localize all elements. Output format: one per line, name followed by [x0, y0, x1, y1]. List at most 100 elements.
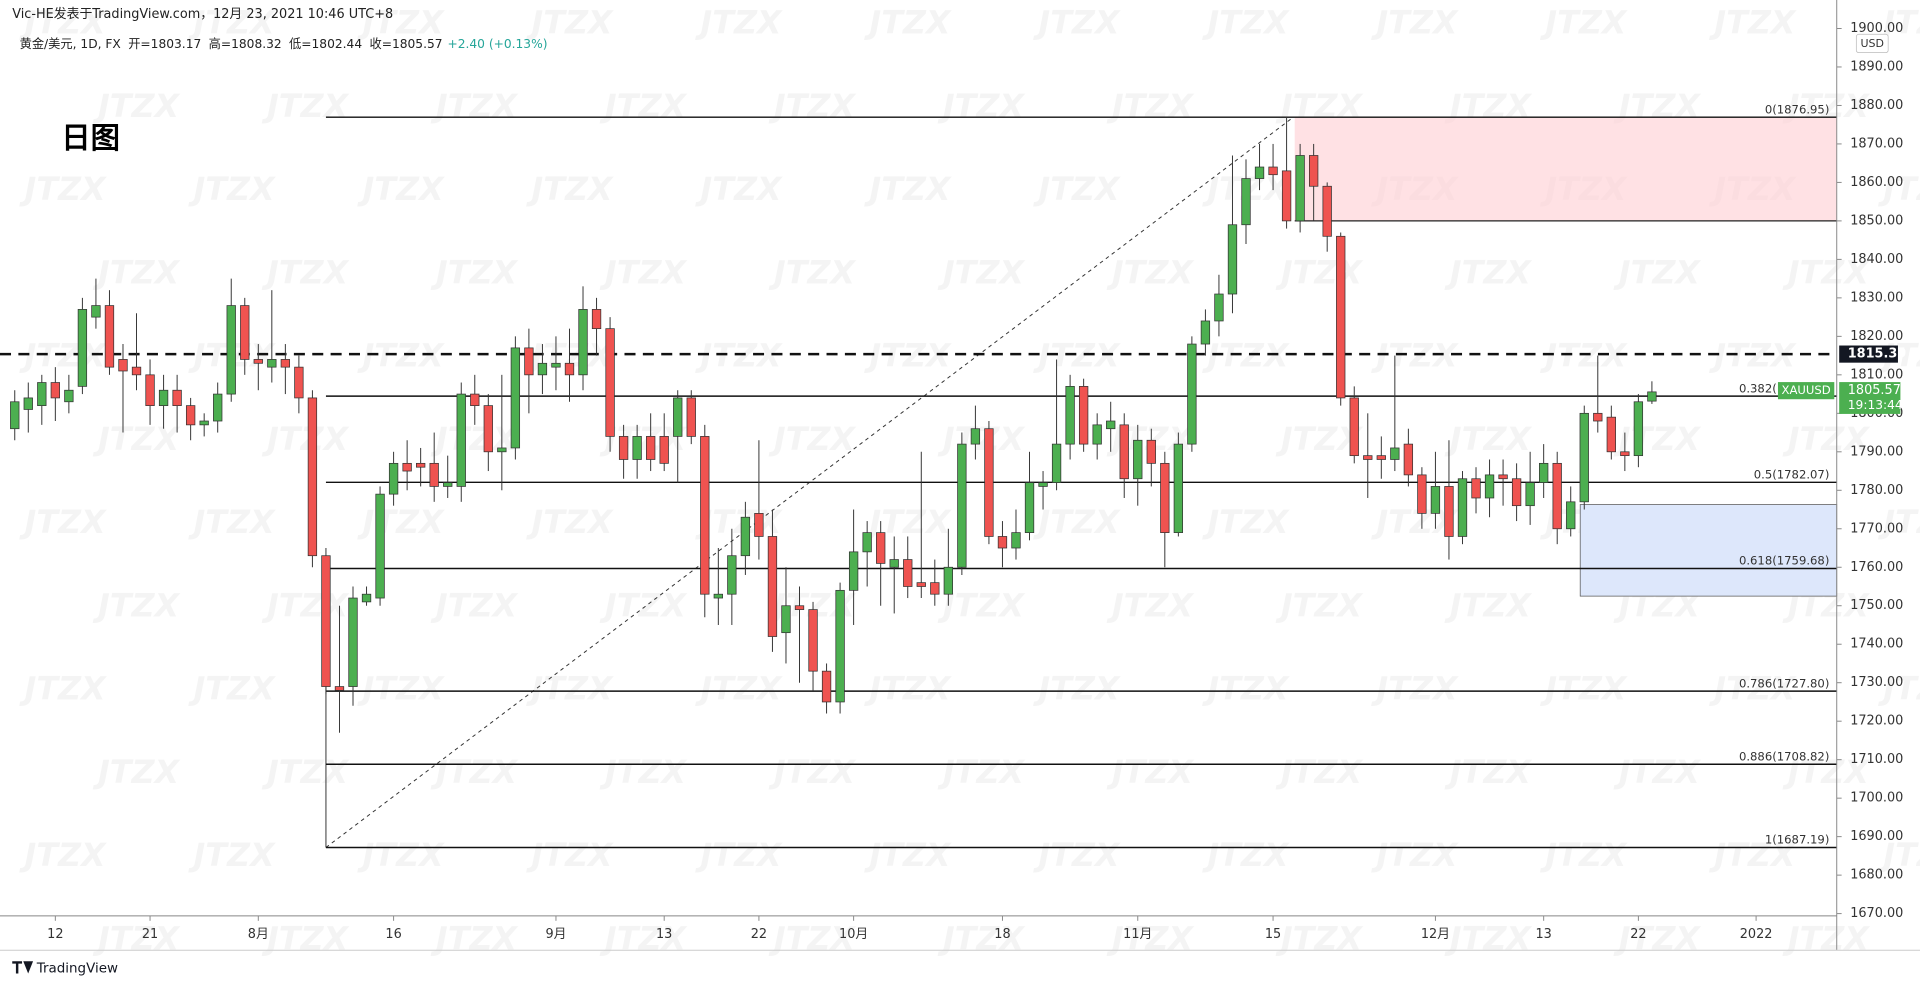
candle-body — [483, 405, 493, 453]
y-tick-label: 1760.00 — [1850, 560, 1903, 575]
y-tick-label: 1870.00 — [1850, 136, 1903, 151]
candle-body — [470, 393, 480, 406]
candle-body — [727, 555, 737, 595]
candle-body — [429, 462, 439, 487]
watermark: JTZX — [863, 3, 952, 41]
candle-body — [564, 362, 575, 376]
currency-box[interactable] — [1855, 33, 1889, 54]
candle-body — [1200, 320, 1211, 345]
watermark: JTZX — [18, 337, 107, 375]
watermark: JTZX — [1275, 586, 1364, 624]
watermark: JTZX — [430, 87, 519, 125]
candle-body — [848, 551, 859, 591]
candle-body — [280, 359, 291, 368]
candle-body — [1160, 462, 1170, 533]
candle-body — [713, 593, 723, 599]
candle-body — [1552, 462, 1562, 530]
watermark: JTZX — [694, 670, 783, 708]
candle-body — [673, 397, 683, 437]
watermark: JTZX — [356, 337, 445, 375]
watermark: JTZX — [187, 170, 276, 208]
watermark: JTZX — [1032, 836, 1121, 874]
watermark: JTZX — [599, 253, 688, 291]
currency[interactable]: USD — [1860, 37, 1884, 50]
watermark: JTZX — [18, 3, 107, 41]
watermark: JTZX — [1708, 337, 1797, 375]
candle-body — [1092, 424, 1102, 445]
watermark: JTZX — [1539, 836, 1628, 874]
candle-body — [1390, 447, 1400, 460]
y-tick-label: 1720.00 — [1850, 714, 1903, 729]
watermark: JTZX — [768, 753, 857, 791]
watermark: JTZX — [1782, 253, 1871, 291]
watermark: JTZX — [1782, 420, 1871, 458]
candle-body — [903, 559, 913, 587]
watermark: JTZX — [1201, 337, 1290, 375]
y-tick-label: 1700.00 — [1850, 791, 1903, 806]
watermark: JTZX — [599, 753, 688, 791]
y-tick-label: 1750.00 — [1850, 598, 1903, 613]
candle-body — [402, 462, 412, 472]
watermark: JTZX — [768, 420, 857, 458]
candle-body — [997, 536, 1008, 549]
x-tick-label: 22 — [1630, 927, 1646, 942]
candle-body — [1566, 501, 1576, 530]
candle-body — [1525, 482, 1535, 507]
watermark: JTZX — [1444, 919, 1533, 957]
candle-body — [1051, 443, 1062, 483]
fib-label: 0.886(1708.82) — [1739, 749, 1829, 763]
watermark: JTZX — [1444, 586, 1533, 624]
watermark: JTZX — [356, 836, 445, 874]
brand: TradingView — [36, 962, 118, 977]
candle-body — [1295, 155, 1305, 222]
candle-body — [10, 401, 20, 430]
watermark: JTZX — [937, 919, 1026, 957]
watermark: JTZX — [92, 420, 181, 458]
watermark: JTZX — [356, 670, 445, 708]
watermark: JTZX — [1201, 670, 1290, 708]
candle-body — [240, 305, 250, 360]
watermark: JTZX — [92, 87, 181, 125]
candle-body — [416, 462, 426, 468]
candle-body — [537, 362, 548, 376]
watermark: JTZX — [1032, 170, 1121, 208]
y-tick-label: 1690.00 — [1850, 829, 1903, 844]
candle-body — [334, 686, 345, 691]
watermark: JTZX — [1201, 3, 1290, 41]
candle-body — [821, 670, 832, 703]
legend-item: 高=1808.32 — [209, 36, 282, 51]
watermark: JTZX — [187, 670, 276, 708]
candle-body — [1065, 386, 1075, 445]
candle-body — [199, 420, 209, 426]
watermark: JTZX — [187, 836, 276, 874]
watermark: JTZX — [1782, 753, 1871, 791]
watermark: JTZX — [1613, 253, 1702, 291]
plot-area: 0(1876.95)0.382(1804.46)0.5(1782.07)0.61… — [0, 102, 1838, 849]
x-tick-label: 18 — [994, 927, 1010, 942]
watermark: JTZX — [430, 253, 519, 291]
candle-body — [253, 359, 263, 364]
watermark: JTZX — [1106, 919, 1195, 957]
candle-body — [1106, 420, 1116, 430]
candle-body — [510, 347, 521, 449]
x-tick-label: 10月 — [839, 927, 868, 942]
watermark: JTZX — [18, 170, 107, 208]
y-tick-label: 1830.00 — [1850, 290, 1903, 305]
candle-body — [321, 555, 331, 687]
candle-body — [1133, 439, 1143, 480]
candle-body — [578, 309, 588, 376]
countdown: 19:13:44 — [1848, 398, 1903, 412]
chart-title: 日图 — [61, 121, 120, 155]
watermark: JTZX — [261, 919, 350, 957]
candle-body — [145, 374, 155, 406]
candle-body — [618, 436, 629, 460]
watermark: JTZX — [863, 337, 952, 375]
watermark: JTZX — [1201, 503, 1290, 541]
candle-body — [943, 566, 953, 595]
fib-label: 1(1687.19) — [1765, 833, 1830, 847]
candle-body — [1579, 412, 1589, 503]
candle-body — [1227, 224, 1238, 295]
fib-label: 0.786(1727.80) — [1739, 676, 1829, 690]
watermark: JTZX — [356, 3, 445, 41]
candle-body — [1078, 386, 1089, 445]
